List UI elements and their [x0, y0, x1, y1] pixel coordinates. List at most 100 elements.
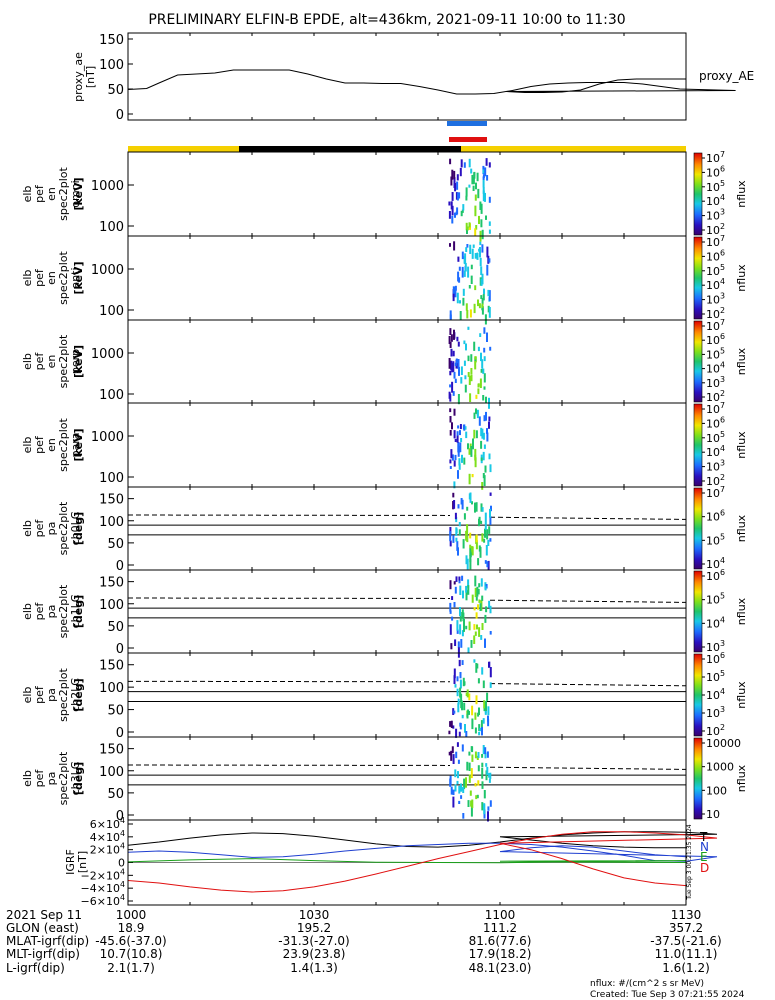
heatmap-cell [450, 750, 453, 761]
ephemeris-value: 81.6(77.6) [469, 934, 532, 948]
heatmap-cell [465, 590, 468, 601]
heatmap-cell [458, 659, 461, 667]
heatmap-cell [451, 169, 454, 180]
ylabel-line: elb [21, 687, 34, 704]
heatmap-cell [485, 763, 488, 767]
heatmap-cell [456, 431, 459, 436]
heatmap-cell [452, 391, 455, 396]
heatmap-cell [482, 368, 485, 374]
heatmap-cell [487, 305, 490, 313]
proxy-ae-axes [127, 32, 687, 121]
heatmap-cell [465, 222, 468, 231]
heatmap-cell [486, 428, 488, 434]
heatmap-cell [481, 229, 484, 240]
heatmap-cell [482, 432, 485, 440]
heatmap-cell [469, 309, 472, 318]
heatmap-cell [463, 702, 466, 711]
ylabel-line: elb [21, 437, 34, 454]
heatmap-cell [485, 396, 487, 404]
y-tick-label: 150 [99, 659, 124, 674]
heatmap-cell [456, 629, 459, 634]
colorbar-tick-label: 106 [706, 568, 725, 583]
ylabel-line: omni [69, 180, 82, 207]
heatmap-cell [477, 604, 479, 610]
y-tick-label: 0 [116, 809, 124, 824]
heatmap-cell [456, 435, 459, 443]
y-tick-label: 0 [116, 559, 124, 574]
ylabel-perp: elb pef en spec2plot perp [21, 334, 82, 388]
spectrogram-axes-ch0 [127, 486, 687, 571]
heatmap-cell [448, 358, 451, 369]
y-tick-label: 50 [107, 537, 124, 552]
ylabel-line: elb [21, 520, 34, 537]
heatmap-cell [449, 602, 452, 612]
heatmap-cell [448, 211, 451, 219]
heatmap-cell [484, 747, 487, 755]
heatmap-cell [454, 769, 457, 778]
heatmap-cell [455, 576, 458, 582]
heatmap-cell [453, 602, 456, 606]
y-tick-label: 100 [99, 388, 124, 403]
heatmap-cell [468, 222, 471, 228]
ylabel-line: pef [33, 519, 46, 538]
colorbar-ch0 [693, 487, 703, 570]
heatmap-cell [488, 526, 491, 534]
colorbar-tick-label: 103 [706, 375, 725, 390]
heatmap-cell [467, 266, 470, 278]
heatmap-cell [452, 361, 455, 372]
x-tick-label: 1100 [485, 908, 516, 922]
heatmap-cell [474, 783, 477, 787]
colorbar-tick-label: 104 [706, 277, 725, 292]
dashed-lc-line [489, 599, 687, 603]
heatmap-cell [466, 310, 469, 319]
heatmap-cell [451, 362, 454, 373]
heatmap-cell [470, 168, 473, 174]
heatmap-cell [454, 586, 457, 594]
heatmap-cell [471, 546, 473, 551]
colorbar-label: nflux [735, 681, 748, 709]
heatmap-cell [456, 688, 459, 697]
heatmap-cell [485, 545, 488, 556]
heatmap-cell [488, 162, 491, 168]
igrf-ytick-label: 2×104 [90, 842, 125, 857]
ylabel-line: ch2LC [69, 678, 82, 712]
heatmap-cell [465, 247, 468, 252]
heatmap-cell [489, 508, 491, 518]
heatmap-cell [459, 585, 462, 595]
heatmap-cell [463, 778, 466, 790]
heatmap-cell [453, 675, 456, 684]
colorbar-tick-label: 104 [706, 361, 725, 376]
heatmap-cell [456, 292, 459, 304]
heatmap-cell [481, 428, 484, 439]
ylabel-line: ch0LC [69, 511, 82, 545]
colorbar-tick-label: 105 [706, 179, 725, 194]
heatmap-cell [450, 643, 453, 650]
heatmap-cell [450, 449, 453, 459]
heatmap-cell [481, 303, 484, 308]
heatmap-cell [481, 623, 484, 630]
heatmap-cell [449, 459, 452, 464]
colorbar-label: nflux [735, 764, 748, 792]
heatmap-cell [462, 204, 465, 211]
heatmap-cell [461, 630, 464, 637]
heatmap-cell [448, 751, 451, 756]
igrf-line-N [127, 842, 718, 862]
colorbar-tick-label: 105 [706, 346, 725, 361]
heatmap-cell [467, 585, 470, 595]
heatmap-cell [451, 596, 454, 600]
x-tick-label: 1000 [116, 908, 147, 922]
dashed-lc-line [489, 683, 687, 687]
heatmap-cell [449, 721, 452, 727]
heatmap-cell [468, 473, 471, 485]
heatmap-cell [483, 475, 486, 486]
heatmap-cell [467, 800, 470, 807]
heatmap-cell [477, 752, 480, 758]
heatmap-cell [465, 431, 468, 439]
colorbar-tick-label: 105 [706, 532, 725, 547]
heatmap-cell [485, 770, 488, 781]
heatmap-cell [454, 362, 457, 367]
heatmap-cell [460, 377, 463, 384]
heatmap-cell [457, 341, 460, 347]
ylabel-ch0: elb pef pa spec2plot ch0LC [21, 501, 82, 555]
